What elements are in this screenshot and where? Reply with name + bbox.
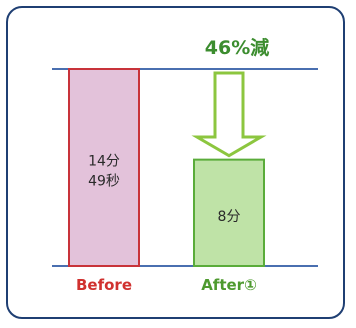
reduction-label: 46%減 [205,36,269,59]
category-label: After① [201,276,257,294]
category-label: Before [76,276,132,294]
down-arrow-icon [191,71,267,158]
bar-after [193,158,265,268]
bar-value-label: 14分 [88,154,120,170]
bar-value-label: 8分 [218,209,241,225]
bar-before [68,68,140,267]
bar-value-label: 49秒 [88,174,120,190]
